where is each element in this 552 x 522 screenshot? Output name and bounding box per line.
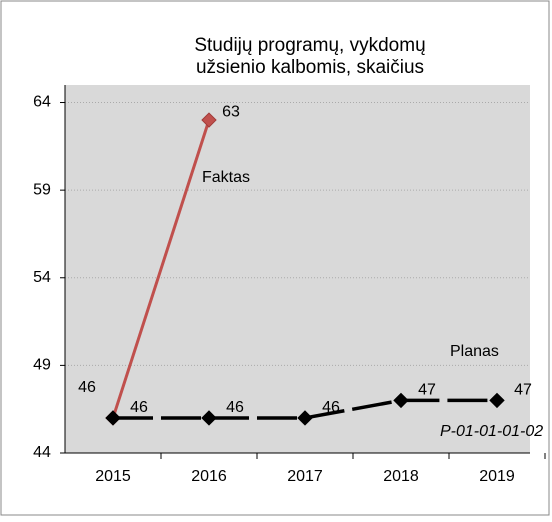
y-tick-label: 59 <box>33 181 51 198</box>
data-label: 46 <box>78 379 96 396</box>
plot-area <box>65 85 530 453</box>
y-tick-label: 54 <box>33 269 51 286</box>
marker <box>393 392 409 409</box>
x-tick-label: 2019 <box>479 468 515 485</box>
data-label: 46 <box>226 399 244 416</box>
y-tick-label: 49 <box>33 357 51 374</box>
marker <box>297 410 313 426</box>
annotation: P-01-01-01-02 <box>440 423 543 440</box>
marker <box>201 410 217 426</box>
data-label: 46 <box>322 399 340 416</box>
series-name: Planas <box>450 343 499 360</box>
data-label: 47 <box>418 382 436 399</box>
chart-title: Studijų programų, vykdomų užsienio kalbom… <box>194 35 425 78</box>
x-tick-label: 2017 <box>287 468 323 485</box>
x-tick-label: 2015 <box>95 468 131 485</box>
y-tick-label: 64 <box>33 94 51 111</box>
marker <box>489 392 505 409</box>
series-line <box>111 119 211 419</box>
marker <box>105 410 121 426</box>
x-tick-label: 2018 <box>383 468 419 485</box>
marker <box>201 112 217 128</box>
y-tick-label: 44 <box>33 444 51 461</box>
data-label: 63 <box>222 103 240 120</box>
data-label: 47 <box>514 382 532 399</box>
data-label: 46 <box>130 399 148 416</box>
series-name: Faktas <box>202 169 250 186</box>
x-tick-label: 2016 <box>191 468 227 485</box>
